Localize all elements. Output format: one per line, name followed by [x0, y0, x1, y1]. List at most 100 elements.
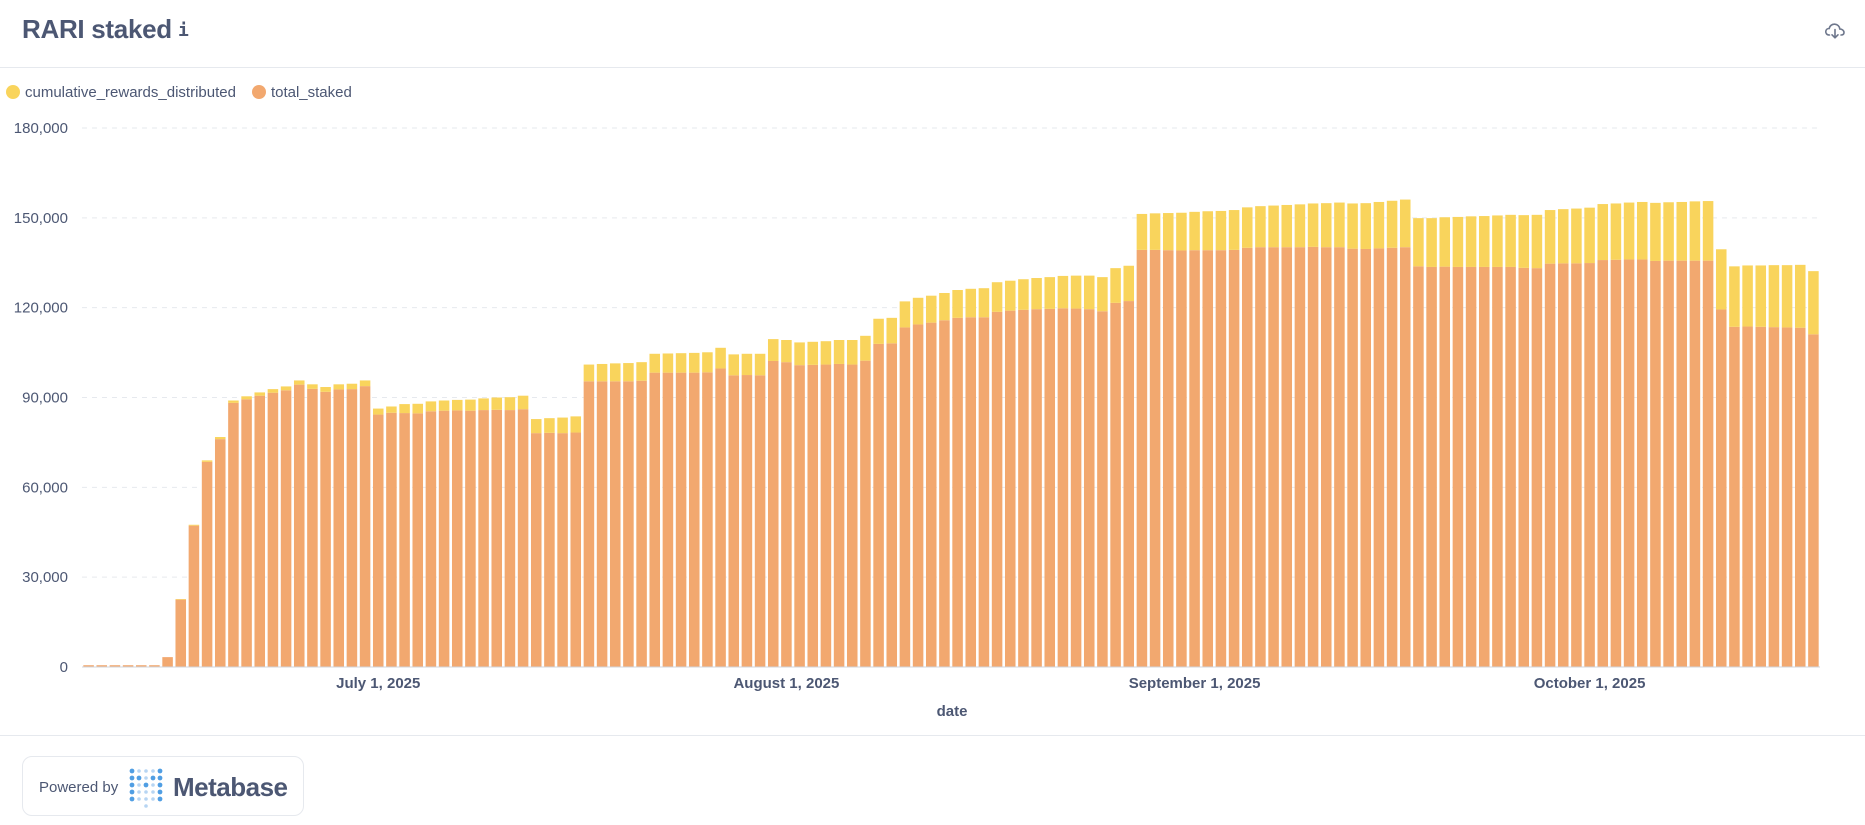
bar-cumulative-rewards	[241, 396, 252, 400]
bar-total-staked	[1518, 267, 1530, 667]
bar-cumulative-rewards	[412, 403, 424, 414]
bar-cumulative-rewards	[1386, 200, 1398, 248]
bar-total-staked	[1057, 308, 1069, 667]
bar-cumulative-rewards	[280, 386, 292, 391]
bar-cumulative-rewards	[1597, 204, 1609, 261]
bar-cumulative-rewards	[636, 362, 647, 381]
bar-total-staked	[1768, 327, 1780, 667]
bar-cumulative-rewards	[991, 282, 1003, 312]
chart-header: RARI staked i	[0, 0, 1865, 68]
bar-cumulative-rewards	[1715, 249, 1727, 310]
bar-total-staked	[662, 372, 674, 667]
bar-total-staked	[530, 433, 542, 667]
bar-cumulative-rewards	[570, 416, 582, 433]
bar-total-staked	[873, 343, 884, 667]
bar-cumulative-rewards	[346, 383, 358, 390]
bar-cumulative-rewards	[1808, 271, 1819, 335]
bar-cumulative-rewards	[675, 353, 687, 373]
bar-total-staked	[978, 317, 990, 667]
bar-total-staked	[1439, 266, 1451, 667]
bar-cumulative-rewards	[899, 301, 911, 328]
bar-cumulative-rewards	[1465, 216, 1477, 267]
bar-cumulative-rewards	[912, 297, 924, 325]
bar-total-staked	[1676, 260, 1688, 667]
bar-total-staked	[517, 409, 529, 667]
bar-total-staked	[925, 322, 937, 667]
bar-cumulative-rewards	[1584, 207, 1595, 264]
bar-cumulative-rewards	[491, 397, 503, 410]
bar-total-staked	[333, 389, 345, 667]
bar-total-staked	[1386, 247, 1398, 667]
chart-title: RARI staked	[22, 14, 172, 44]
bar-cumulative-rewards	[1702, 201, 1714, 261]
bar-cumulative-rewards	[1334, 202, 1345, 248]
bar-total-staked	[741, 375, 753, 667]
bar-total-staked	[1031, 309, 1042, 667]
bar-total-staked	[96, 665, 108, 667]
bar-cumulative-rewards	[649, 353, 661, 373]
bar-cumulative-rewards	[1768, 265, 1780, 328]
x-tick-label: July 1, 2025	[336, 675, 420, 692]
bar-cumulative-rewards	[201, 460, 213, 462]
bar-cumulative-rewards	[1320, 203, 1332, 248]
bar-total-staked	[1808, 334, 1819, 667]
bar-total-staked	[1110, 302, 1121, 667]
bar-cumulative-rewards	[1123, 265, 1135, 302]
bar-total-staked	[649, 372, 661, 667]
legend-item-rewards[interactable]: cumulative_rewards_distributed	[6, 84, 236, 101]
bar-cumulative-rewards	[214, 437, 226, 440]
y-tick-label: 180,000	[14, 120, 68, 137]
legend-label-rewards: cumulative_rewards_distributed	[25, 83, 236, 101]
bar-total-staked	[1294, 247, 1306, 667]
bar-cumulative-rewards	[886, 317, 898, 344]
bar-cumulative-rewards	[1663, 202, 1674, 261]
bar-total-staked	[1176, 250, 1187, 667]
bar-cumulative-rewards	[1492, 215, 1503, 267]
bar-cumulative-rewards	[478, 398, 489, 411]
bar-cumulative-rewards	[1426, 218, 1437, 267]
cloud-download-icon[interactable]	[1824, 22, 1846, 40]
bar-total-staked	[991, 311, 1003, 667]
bar-cumulative-rewards	[1228, 210, 1240, 250]
bar-cumulative-rewards	[939, 292, 950, 321]
bar-cumulative-rewards	[860, 335, 871, 361]
bar-total-staked	[254, 395, 266, 667]
bar-total-staked	[1070, 308, 1082, 667]
bar-total-staked	[1689, 260, 1701, 667]
bar-total-staked	[1729, 326, 1740, 667]
y-tick-label: 60,000	[22, 479, 68, 496]
bar-total-staked	[609, 381, 621, 667]
bar-cumulative-rewards	[1742, 265, 1753, 327]
bar-total-staked	[1557, 263, 1569, 667]
bar-total-staked	[1544, 263, 1556, 667]
info-icon[interactable]: i	[178, 20, 189, 41]
bar-cumulative-rewards	[386, 406, 397, 413]
bar-total-staked	[1162, 250, 1174, 667]
bar-total-staked	[399, 413, 410, 667]
bar-total-staked	[1241, 247, 1253, 667]
bar-total-staked	[346, 389, 358, 667]
chart-legend: cumulative_rewards_distributed total_sta…	[6, 82, 368, 102]
bar-total-staked	[860, 360, 871, 667]
bar-cumulative-rewards	[1176, 212, 1187, 251]
legend-item-staked[interactable]: total_staked	[251, 84, 352, 101]
bar-cumulative-rewards	[530, 419, 542, 434]
bar-total-staked	[1360, 248, 1372, 667]
bar-total-staked	[965, 317, 977, 667]
powered-by-badge[interactable]: Powered by Metabase	[22, 756, 304, 816]
bar-cumulative-rewards	[662, 353, 674, 373]
bar-total-staked	[1268, 247, 1279, 667]
bar-total-staked	[438, 410, 450, 667]
bar-cumulative-rewards	[372, 408, 384, 415]
bar-cumulative-rewards	[767, 339, 779, 361]
bar-total-staked	[425, 411, 437, 667]
bar-total-staked	[952, 317, 963, 667]
bar-total-staked	[412, 413, 424, 667]
bar-total-staked	[1610, 259, 1622, 667]
bar-total-staked	[820, 364, 832, 667]
legend-dot-staked	[251, 85, 266, 99]
bar-cumulative-rewards	[1399, 199, 1411, 248]
bar-cumulative-rewards	[1689, 201, 1701, 261]
bar-total-staked	[451, 410, 463, 667]
bar-total-staked	[188, 525, 200, 667]
